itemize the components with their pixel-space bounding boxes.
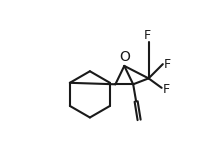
Text: F: F xyxy=(144,29,151,42)
Text: F: F xyxy=(163,83,170,95)
Text: O: O xyxy=(119,50,130,64)
Text: F: F xyxy=(164,58,171,71)
